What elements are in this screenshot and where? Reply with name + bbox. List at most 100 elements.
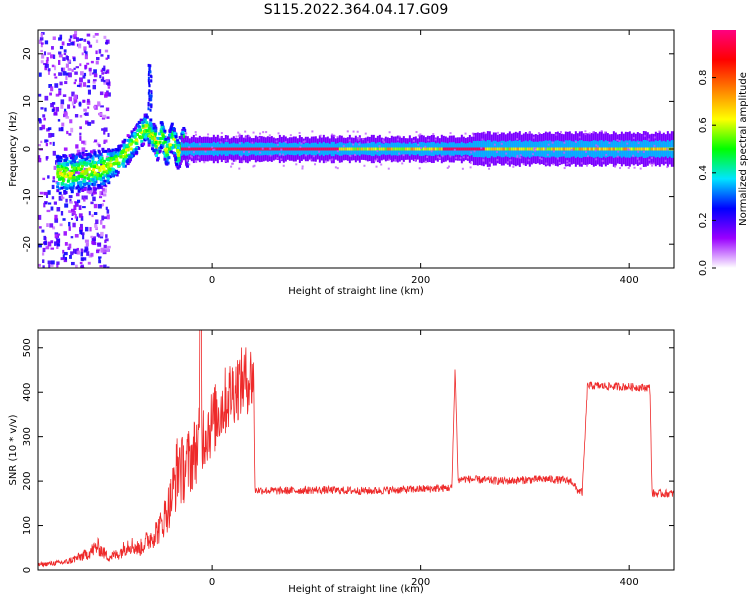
spectrogram-cell — [311, 130, 314, 133]
spectrogram-cell — [62, 172, 66, 176]
spectrogram-cell — [167, 136, 171, 140]
spectrogram-cell — [52, 141, 55, 146]
spectrogram-cell — [63, 231, 67, 236]
spectrogram-cell — [422, 147, 425, 151]
spectrogram-cell — [493, 143, 496, 146]
spectrogram-cell — [349, 154, 352, 157]
spectrogram-cell — [500, 147, 503, 151]
spectrogram-cell — [147, 143, 151, 147]
colorbar: 0.0 0.2 0.4 0.6 0.8 Normalized spectral ampl… — [698, 30, 749, 276]
spectrogram-cell — [533, 147, 536, 150]
spectrogram-cell — [89, 71, 92, 76]
spectrogram-cell — [150, 134, 154, 138]
spectrogram-cell — [155, 151, 159, 155]
spectrogram-cell — [530, 147, 533, 151]
spectrogram-cell — [474, 147, 477, 151]
spectrogram-cell — [91, 192, 94, 197]
spectrogram-cell — [169, 132, 173, 136]
spectrogram-cell — [46, 194, 49, 199]
spectrogram-cell — [527, 159, 530, 162]
spectrogram-cell — [288, 147, 291, 151]
spectrogram-cell — [66, 42, 71, 46]
spectrogram-cell — [455, 156, 458, 159]
spectrogram-cell — [79, 114, 83, 118]
spectrogram-cell — [364, 147, 367, 151]
spectrogram-cell — [73, 36, 77, 40]
spectrogram-cell — [382, 147, 385, 151]
spectrogram-cell — [142, 142, 146, 146]
spectrogram-cell — [50, 133, 55, 137]
spectrogram-cell — [92, 84, 97, 90]
spectrogram-cell — [141, 135, 145, 139]
spectrogram-cell — [59, 159, 63, 163]
spectrogram-cell — [55, 106, 60, 112]
spectrogram-cell — [252, 165, 255, 168]
spectrogram-cell — [126, 134, 130, 138]
spectrogram-cell — [248, 147, 251, 151]
spectrogram-cell — [66, 130, 69, 135]
spectrogram-cell — [92, 188, 97, 193]
spectrogram-cell — [95, 224, 98, 229]
spectrogram-cell — [90, 252, 94, 257]
spectrogram-cell — [380, 147, 383, 151]
spectrogram-cell — [264, 147, 267, 151]
spectrogram-cell — [346, 130, 349, 133]
spectrogram-cell — [51, 64, 55, 68]
spectrogram-cell — [60, 127, 64, 132]
spectrogram-cell — [150, 147, 154, 151]
spectrogram-cell — [53, 73, 56, 76]
spectrogram-cell — [154, 154, 158, 158]
spectrogram-cell — [388, 147, 391, 151]
spectrogram-cell — [348, 147, 351, 151]
spectrogram-cell — [57, 238, 61, 244]
spectrogram-cell — [80, 257, 84, 261]
spectrogram-cell — [100, 69, 104, 72]
spectrogram-cell — [74, 213, 77, 219]
spectrogram-cell — [326, 147, 329, 151]
spectrogram-cell — [74, 30, 78, 35]
spectrogram-cell — [84, 169, 88, 173]
spectrogram-cell — [619, 167, 622, 170]
spectrogram-cell — [169, 126, 173, 130]
spectrogram-cell — [136, 124, 140, 128]
spectrogram-cell — [141, 130, 145, 134]
spectrogram-cell — [74, 71, 78, 75]
spectrogram-cell — [566, 162, 569, 165]
spectrogram-cell — [106, 162, 110, 166]
spectrogram-cell — [626, 142, 629, 145]
spectrogram-cell — [252, 147, 255, 151]
spectrogram-cell — [148, 81, 151, 85]
spectrogram-cell — [62, 154, 66, 158]
spectrogram-cell — [67, 104, 71, 109]
spectrogram-cell — [103, 127, 108, 132]
spectrogram-cell — [102, 164, 106, 168]
spectrogram-cell — [638, 147, 641, 151]
spectrogram-cell — [71, 171, 75, 175]
spectrogram-cell — [58, 88, 62, 91]
spectrogram-cell — [73, 57, 76, 62]
spectrogram-cell — [506, 147, 509, 151]
spectrogram-cell — [446, 147, 449, 151]
spectrogram-cell — [68, 133, 72, 136]
spectrogram-cell — [269, 147, 272, 150]
spectrogram-cell — [226, 147, 229, 151]
spectrogram-cell — [63, 190, 67, 194]
spectrogram-cell — [91, 120, 95, 124]
spectrogram-cell — [66, 184, 70, 188]
spectrogram-cell — [62, 218, 66, 221]
spectrogram-cell — [47, 202, 52, 205]
spectrogram-cell — [266, 147, 269, 151]
spectrogram-cell — [105, 107, 110, 112]
spectrogram-cell — [256, 147, 259, 151]
spectrogram-cell — [44, 107, 47, 112]
spectrogram-cell — [462, 156, 465, 159]
snr-y-tick-label: 300 — [22, 427, 33, 446]
spectrogram-cell — [79, 180, 83, 184]
spectrogram-cell — [44, 240, 48, 246]
spectrogram-cell — [90, 173, 94, 177]
spectrogram-cell — [69, 185, 73, 189]
spectrogram-cell — [82, 206, 86, 209]
spectrogram-cell — [504, 147, 507, 151]
spectrogram-cell — [93, 182, 97, 186]
spectrogram-cell — [259, 151, 262, 154]
